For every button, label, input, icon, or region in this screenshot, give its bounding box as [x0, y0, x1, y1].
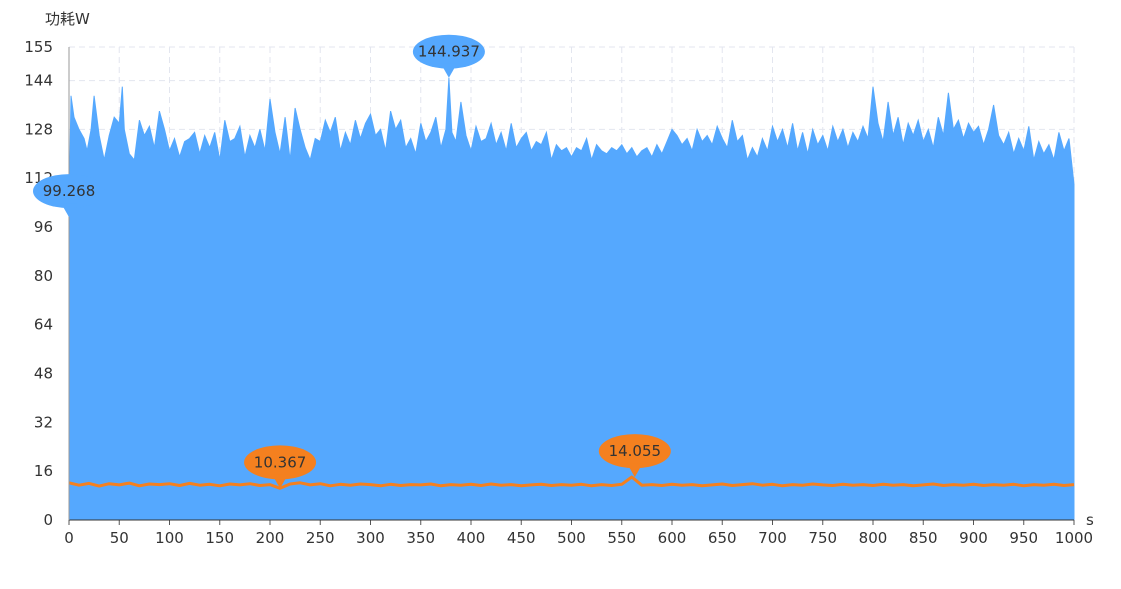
y-tick-label: 64: [34, 316, 53, 334]
marker-label: 10.367: [254, 453, 307, 471]
marker-label: 99.268: [43, 182, 96, 200]
y-tick-label: 0: [43, 511, 53, 529]
marker-tail: [440, 63, 457, 78]
x-tick-label: 700: [758, 529, 787, 547]
y-tick-label: 144: [24, 72, 53, 90]
marker-bubble: [244, 445, 317, 480]
x-tick-label: 850: [909, 529, 938, 547]
y-tick-label: 80: [34, 267, 53, 285]
marker-label: 144.937: [418, 43, 480, 61]
x-tick-label: 900: [959, 529, 988, 547]
x-tick-label: 650: [708, 529, 737, 547]
marker-pin: 10.367: [244, 445, 317, 489]
marker-tail: [272, 474, 289, 489]
y-tick-label: 16: [34, 462, 53, 480]
y-tick-label: 32: [34, 413, 53, 431]
x-tick-label: 200: [256, 529, 285, 547]
x-tick-label: 400: [457, 529, 486, 547]
marker-bubble: [33, 174, 105, 209]
x-axis-ticks: 0 50 100 150 200 250 300 350 400 450 500 550 600 650 7…: [64, 529, 1093, 547]
marker-pin: 99.268: [33, 174, 105, 218]
y-tick-label: 155: [24, 38, 53, 56]
x-tick-label: 950: [1009, 529, 1038, 547]
marker-tail: [626, 463, 643, 478]
marker-bubble: [412, 34, 485, 69]
markers: 144.937 99.268 10.367 14.055: [33, 34, 671, 489]
y-tick-label: 48: [34, 365, 53, 383]
x-tick-label: 600: [658, 529, 687, 547]
x-tick-label: 1000: [1055, 529, 1093, 547]
x-tick-label: 100: [155, 529, 184, 547]
marker-label: 14.055: [609, 442, 662, 460]
x-tick-label: 50: [110, 529, 129, 547]
x-tick-label: 750: [808, 529, 837, 547]
y-tick-label: 128: [24, 120, 53, 138]
x-tick-label: 300: [356, 529, 385, 547]
axes: [68, 47, 1075, 525]
x-tick-label: 150: [205, 529, 234, 547]
marker-bubble: [598, 434, 671, 469]
x-tick-label: 0: [64, 529, 74, 547]
x-tick-label: 350: [406, 529, 435, 547]
x-tick-label: 500: [557, 529, 586, 547]
x-tick-label: 250: [306, 529, 335, 547]
y-tick-label: 96: [34, 218, 53, 236]
x-tick-label: 800: [859, 529, 888, 547]
marker-tail: [61, 203, 77, 218]
x-tick-label: 450: [507, 529, 536, 547]
y-axis-name: 功耗W: [45, 10, 90, 28]
x-tick-label: 550: [607, 529, 636, 547]
marker-pin: 144.937: [412, 34, 485, 78]
series-area-0: [68, 77, 1075, 521]
x-axis-name: s: [1086, 511, 1094, 529]
series-layer: [68, 77, 1075, 521]
series-line-1: [68, 475, 1075, 490]
marker-pin: 14.055: [598, 434, 671, 478]
